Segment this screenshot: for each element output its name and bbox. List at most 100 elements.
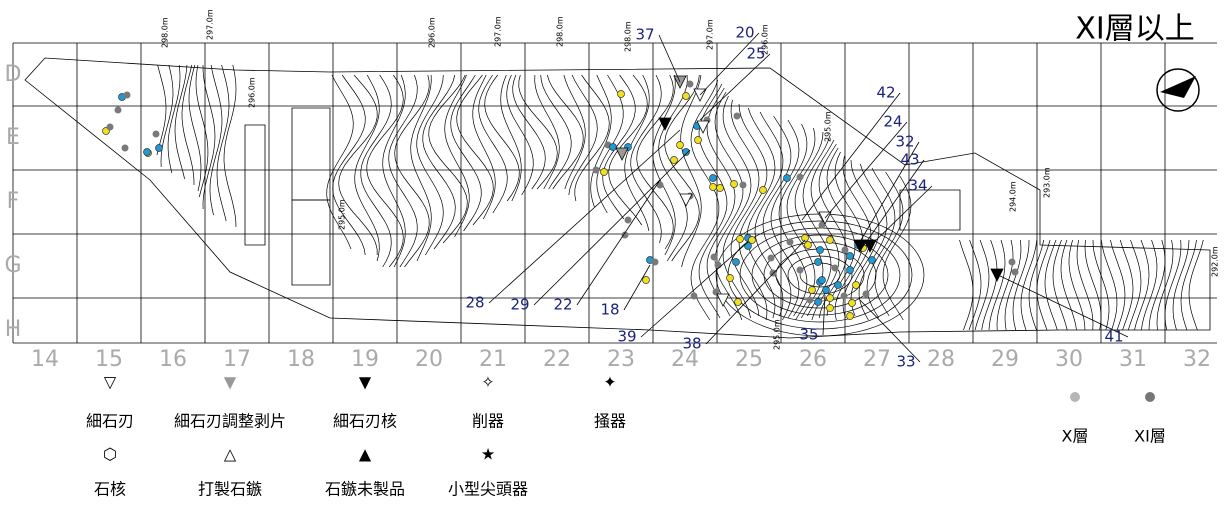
contour-line	[1092, 239, 1110, 331]
row-label: F	[7, 189, 20, 214]
column-label: 29	[991, 347, 1019, 372]
legend-symbol: ✦	[603, 373, 616, 392]
contour-line	[974, 239, 990, 331]
contour-line	[506, 74, 534, 196]
contour-line	[1172, 239, 1190, 331]
contour-line	[698, 83, 728, 319]
contour-line	[416, 74, 444, 256]
artifact-symbol	[679, 193, 693, 207]
contour-line	[762, 115, 792, 321]
artifact-dot	[609, 143, 617, 151]
legend-symbol: ★	[481, 445, 495, 464]
artifact-dot	[642, 276, 650, 284]
row-label: G	[4, 253, 21, 278]
contour-label: 297.0m	[706, 19, 715, 50]
column-label: 24	[671, 347, 699, 372]
artifact-dot	[841, 246, 849, 254]
contour-line	[652, 74, 676, 256]
contour-line	[326, 74, 354, 250]
contour-line	[1004, 239, 1022, 331]
site-outline	[24, 57, 1211, 339]
artifact-dot	[714, 261, 722, 269]
artifact-dot	[736, 235, 744, 243]
contour-line	[422, 74, 456, 250]
artifact-dot	[759, 186, 767, 194]
callout-leader	[488, 129, 681, 304]
artifact-dot	[730, 180, 738, 188]
contour-line	[842, 155, 872, 319]
column-label: 20	[415, 347, 443, 372]
contour-line	[410, 74, 432, 262]
column-label: 30	[1055, 347, 1083, 372]
column-label: 26	[799, 347, 827, 372]
contour-label: 298.0m	[556, 16, 565, 47]
contour-line	[787, 255, 853, 295]
legend-label: 掻器	[594, 412, 626, 431]
callout-number: 28	[465, 294, 484, 312]
contour-line	[512, 74, 546, 190]
contour-label: 296.0m	[248, 77, 257, 108]
artifact-dot	[152, 130, 160, 138]
contour-line	[156, 64, 167, 156]
column-label: 21	[479, 347, 507, 372]
artifact-dot	[123, 91, 131, 99]
callout-number: 35	[799, 326, 818, 344]
contour-line	[1156, 239, 1174, 331]
contour-line	[195, 64, 209, 198]
contour-line	[160, 64, 174, 168]
artifact-dot	[694, 136, 702, 144]
artifact-dot	[846, 312, 854, 320]
callout-leader	[576, 179, 661, 306]
column-label: 28	[927, 347, 955, 372]
north-arrow	[1156, 68, 1200, 112]
column-label: 15	[95, 347, 123, 372]
contour-line	[478, 74, 508, 214]
column-label: 31	[1119, 347, 1147, 372]
artifact-dot	[831, 264, 839, 272]
artifact-dot	[744, 242, 752, 250]
callout-leader	[699, 53, 771, 121]
contour-line	[959, 239, 974, 331]
legend-symbol: ▲	[359, 445, 372, 464]
contour-line	[546, 74, 584, 190]
contour-line	[778, 123, 808, 317]
contour-line	[563, 74, 586, 190]
callout-number: 24	[883, 113, 902, 131]
artifact-dot	[786, 238, 794, 246]
legend-symbol: ▼	[224, 373, 237, 392]
contour-line	[1164, 239, 1182, 331]
contour-line	[1127, 239, 1142, 331]
contour-line	[1012, 239, 1030, 331]
contour-line	[472, 74, 496, 220]
artifact-symbol	[696, 120, 710, 134]
contour-line	[981, 239, 998, 331]
contour-label: 292.0m	[1211, 246, 1220, 277]
callout-number: 20	[735, 24, 754, 42]
column-label: 14	[31, 347, 59, 372]
callout-number: 42	[876, 84, 895, 102]
contour-line	[1100, 239, 1118, 331]
artifact-dot	[1011, 268, 1019, 276]
artifact-dot	[814, 258, 822, 266]
legend-label: 小型尖頭器	[448, 480, 528, 499]
contour-line	[968, 239, 982, 331]
artifact-dot	[862, 290, 870, 298]
contour-line	[223, 64, 237, 228]
legend-label: 打製石鏃	[198, 480, 262, 499]
callout-number: 37	[635, 26, 654, 44]
artifact-dot	[796, 173, 804, 181]
excavation-unit	[291, 199, 331, 286]
contour-line	[996, 239, 1014, 331]
contour-label: 294.0m	[1009, 181, 1018, 212]
legend-symbol: ⬡	[103, 445, 117, 464]
artifact-dot	[155, 144, 163, 152]
contour-label: 293.0m	[1043, 167, 1052, 198]
contour-line	[630, 74, 662, 244]
contour-line	[450, 74, 482, 232]
legend-symbol: ✧	[481, 373, 494, 392]
legend-symbol: ▼	[359, 373, 372, 392]
contour-line	[382, 74, 406, 268]
contour-label: 295.0m	[773, 319, 782, 350]
artifact-dot	[848, 299, 856, 307]
row-label: E	[6, 125, 20, 150]
